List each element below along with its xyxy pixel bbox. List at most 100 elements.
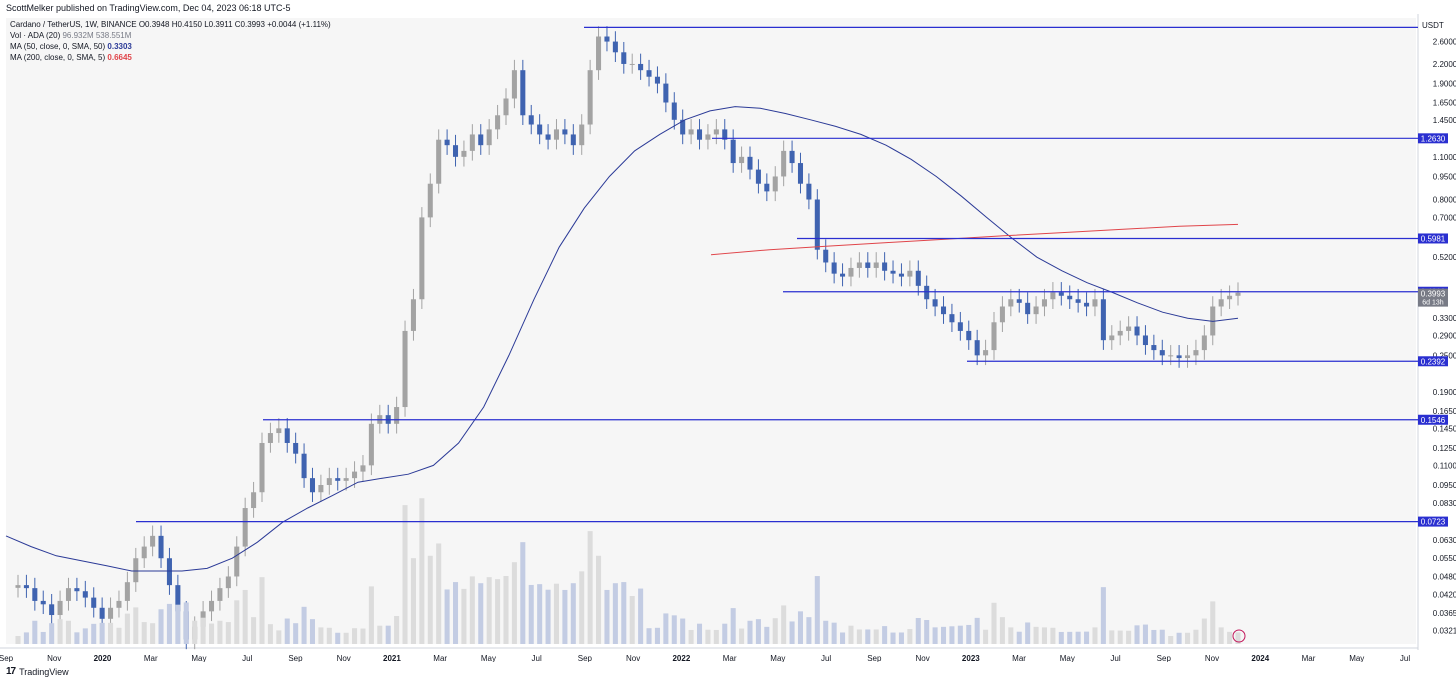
candle-body	[91, 597, 97, 608]
last-price-countdown: 6d 13h	[1422, 300, 1444, 307]
volume-bar	[116, 627, 122, 644]
volume-bar	[1159, 629, 1165, 644]
volume-bar	[385, 625, 391, 644]
candle-body	[1092, 299, 1098, 307]
candle-body	[915, 270, 921, 286]
volume-bar	[865, 629, 871, 644]
volume-bar	[74, 632, 80, 644]
y-tick-label: 0.5200	[1433, 253, 1456, 262]
last-price-value: 0.3993	[1421, 290, 1446, 299]
volume-bar	[1100, 587, 1106, 644]
y-tick-label: 0.0950	[1433, 481, 1456, 490]
candle-body	[612, 41, 618, 53]
candle-body	[486, 129, 492, 146]
candle-body	[326, 478, 332, 486]
y-tick-label: 0.1650	[1433, 407, 1456, 416]
candle-body	[1126, 326, 1132, 331]
candle-body	[410, 299, 416, 331]
ohlc-values: O0.3948 H0.4150 L0.3911 C0.3993 +0.0044 …	[138, 20, 331, 29]
volume-bar	[739, 628, 745, 644]
x-tick-label: Sep	[0, 654, 14, 662]
x-tick-label: Sep	[867, 654, 882, 662]
volume-bar	[65, 620, 72, 644]
volume-bar	[688, 629, 694, 644]
candle-body	[1041, 299, 1048, 307]
volume-bar	[907, 629, 913, 644]
candle-body	[1201, 335, 1207, 351]
candle-body	[596, 36, 602, 71]
volume-bar	[1151, 629, 1157, 644]
candle-body	[520, 70, 526, 116]
candle-body	[1151, 345, 1157, 351]
candle-body	[251, 492, 257, 509]
candle-body	[57, 600, 63, 616]
candle-body	[360, 465, 366, 472]
candle-body	[427, 183, 433, 218]
candle-body	[99, 607, 105, 619]
candle-body	[957, 322, 963, 331]
volume-bar	[722, 623, 728, 644]
price-chart[interactable]: 2.6000 2.2000 1.9000 1.6500 1.4500 1.1000 0.95…	[0, 14, 1456, 662]
volume-bar	[267, 624, 273, 644]
volume-bar	[32, 620, 38, 644]
candle-body	[1142, 335, 1148, 346]
chart-area[interactable]: 2.6000 2.2000 1.9000 1.6500 1.4500 1.1000 0.95…	[0, 14, 1456, 662]
x-tick-label: Nov	[1205, 654, 1219, 662]
candle-body	[781, 150, 787, 177]
volume-bar	[352, 628, 358, 644]
candle-body	[368, 423, 374, 466]
volume-bar	[789, 621, 795, 644]
x-tick-label: May	[1060, 654, 1075, 662]
candle-body	[436, 139, 442, 184]
volume-bar	[511, 562, 517, 644]
event-lightning-icon[interactable]	[1232, 629, 1246, 643]
candle-body	[1109, 335, 1115, 341]
volume-bar	[537, 584, 543, 644]
x-tick-label: Jul	[1110, 654, 1120, 662]
volume-bar	[419, 498, 425, 644]
volume-bar	[621, 582, 627, 644]
level-label-bg	[1418, 414, 1448, 425]
candle-body	[873, 262, 879, 268]
candle-body	[579, 124, 585, 146]
y-tick-label: 0.9500	[1433, 172, 1456, 181]
volume-bar	[293, 623, 299, 644]
candle-body	[495, 115, 501, 130]
volume-bar	[15, 636, 21, 644]
volume-bar	[755, 619, 761, 644]
volume-bar	[1134, 625, 1140, 644]
candle-body	[309, 478, 316, 493]
candle-body	[999, 306, 1005, 323]
y-tick-label: 0.8000	[1433, 196, 1456, 205]
volume-bar	[436, 543, 442, 644]
y-unit-label: USDT	[1422, 21, 1444, 30]
candle-body	[553, 129, 560, 140]
volume-bar	[562, 589, 568, 644]
x-tick-label: 2023	[962, 654, 980, 662]
x-tick-label: Jul	[532, 654, 542, 662]
candle-body	[671, 102, 677, 120]
candle-body	[604, 36, 610, 42]
candle-body	[865, 262, 871, 268]
volume-bar	[410, 558, 416, 644]
y-tick-label: 1.4500	[1433, 116, 1456, 125]
volume-bar	[133, 607, 139, 644]
x-tick-label: Nov	[47, 654, 61, 662]
candle-body	[587, 70, 593, 125]
volume-bar	[1193, 629, 1199, 644]
volume-bar	[848, 625, 854, 644]
candle-body	[503, 98, 509, 116]
candle-body	[730, 139, 736, 164]
candle-body	[882, 262, 888, 271]
volume-bar	[1117, 630, 1123, 644]
y-tick-label: 0.0830	[1433, 499, 1456, 508]
candle-body	[831, 262, 837, 274]
x-tick-label: Jul	[242, 654, 252, 662]
y-tick-label: 0.1900	[1433, 388, 1456, 397]
candle-body	[175, 585, 181, 612]
candle-body	[932, 299, 938, 307]
y-tick-label: 0.7000	[1433, 213, 1456, 222]
candle-body	[1227, 295, 1233, 300]
candle-body	[208, 600, 215, 612]
volume-bar	[646, 628, 652, 644]
